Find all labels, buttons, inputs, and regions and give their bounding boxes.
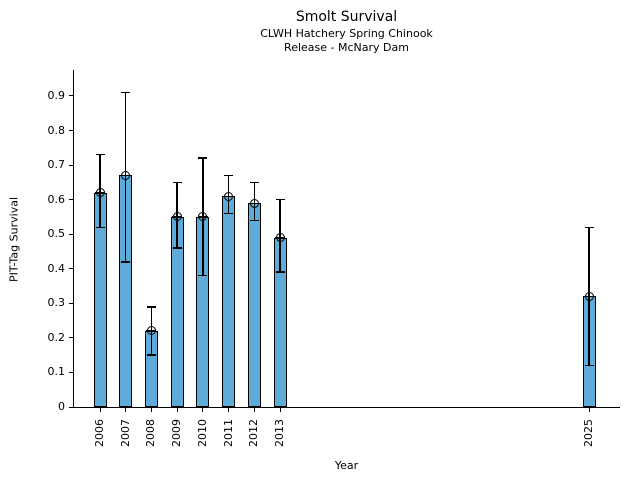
error-bar-cap-top bbox=[172, 181, 182, 184]
y-tick-mark bbox=[69, 199, 73, 201]
marker-plus-horizontal-icon bbox=[275, 237, 286, 239]
y-tick-label: 0 bbox=[58, 400, 65, 413]
x-tick-mark bbox=[125, 408, 127, 412]
error-bar-cap-bottom bbox=[249, 219, 259, 222]
y-tick-label: 0.8 bbox=[47, 123, 66, 137]
error-bar-cap-bottom bbox=[584, 364, 594, 367]
error-bar-cap-bottom bbox=[172, 247, 182, 249]
x-tick-mark bbox=[202, 408, 204, 412]
y-tick-mark bbox=[69, 95, 73, 97]
y-axis-line bbox=[73, 70, 74, 408]
y-tick-mark bbox=[69, 406, 73, 408]
y-tick-mark bbox=[69, 371, 73, 373]
error-bar-cap-top bbox=[224, 174, 234, 177]
error-bar-cap-top bbox=[95, 153, 105, 156]
y-tick-mark bbox=[69, 337, 73, 339]
y-tick-label: 0.6 bbox=[47, 192, 66, 206]
y-tick-label: 0.5 bbox=[47, 227, 66, 241]
x-tick-label: 2009 bbox=[170, 419, 184, 447]
error-bar-cap-bottom bbox=[198, 274, 208, 277]
marker-plus-horizontal-icon bbox=[197, 216, 208, 218]
marker-plus-horizontal-icon bbox=[120, 174, 131, 176]
error-bar-cap-bottom bbox=[224, 212, 234, 215]
x-tick-label: 2013 bbox=[273, 419, 287, 447]
x-tick-mark bbox=[228, 408, 230, 412]
y-tick-label: 0.7 bbox=[47, 158, 66, 172]
error-bar-cap-bottom bbox=[121, 261, 131, 263]
marker-plus-horizontal-icon bbox=[95, 192, 105, 194]
x-axis-line bbox=[73, 407, 620, 408]
y-tick-mark bbox=[69, 268, 73, 270]
error-bar-cap-bottom bbox=[275, 271, 285, 273]
y-axis-label: PIT-Tag Survival bbox=[7, 197, 21, 283]
x-tick-mark bbox=[588, 408, 590, 412]
x-tick-mark bbox=[253, 408, 255, 412]
x-tick-label: 2006 bbox=[93, 419, 106, 447]
x-tick-mark bbox=[99, 408, 101, 412]
x-tick-label: 2008 bbox=[144, 419, 158, 447]
error-bar-cap-top bbox=[146, 306, 156, 308]
chart-subtitle-line1: CLWH Hatchery Spring Chinook bbox=[260, 27, 433, 40]
x-tick-mark bbox=[150, 408, 152, 412]
error-bar-cap-top bbox=[584, 226, 594, 229]
x-tick-label: 2007 bbox=[118, 419, 132, 447]
error-bar-cap-top bbox=[249, 181, 259, 184]
error-bar-cap-top bbox=[275, 198, 285, 201]
x-tick-mark bbox=[279, 408, 281, 412]
marker-plus-horizontal-icon bbox=[249, 202, 260, 204]
error-bar-cap-top bbox=[121, 91, 131, 94]
error-bar-cap-top bbox=[198, 157, 208, 159]
marker-plus-horizontal-icon bbox=[172, 216, 183, 218]
y-tick-label: 0.2 bbox=[47, 330, 66, 344]
x-tick-label: 2011 bbox=[221, 419, 235, 447]
marker-plus-horizontal-icon bbox=[584, 295, 594, 297]
chart-title: Smolt Survival bbox=[295, 9, 398, 25]
y-tick-mark bbox=[69, 164, 73, 166]
y-tick-mark bbox=[69, 302, 73, 304]
y-tick-label: 0.9 bbox=[47, 88, 66, 102]
marker-plus-horizontal-icon bbox=[223, 195, 234, 197]
x-tick-label: 2025 bbox=[582, 419, 595, 447]
x-tick-label: 2012 bbox=[247, 419, 261, 447]
title-block: Smolt Survival CLWH Hatchery Spring Chin… bbox=[73, 8, 620, 55]
y-tick-label: 0.3 bbox=[47, 296, 66, 310]
error-bar-cap-bottom bbox=[146, 354, 156, 356]
x-tick-mark bbox=[176, 408, 178, 412]
marker-plus-horizontal-icon bbox=[146, 330, 157, 332]
y-tick-label: 0.1 bbox=[47, 365, 66, 379]
x-axis-label: Year bbox=[334, 459, 359, 472]
y-tick-mark bbox=[69, 233, 73, 235]
chart-subtitle-line2: Release - McNary Dam bbox=[284, 41, 409, 54]
y-tick-mark bbox=[69, 130, 73, 132]
bar bbox=[222, 196, 236, 407]
bar bbox=[247, 203, 261, 407]
x-tick-label: 2010 bbox=[195, 419, 209, 447]
y-tick-label: 0.4 bbox=[47, 261, 66, 275]
error-bar-cap-bottom bbox=[95, 226, 105, 229]
